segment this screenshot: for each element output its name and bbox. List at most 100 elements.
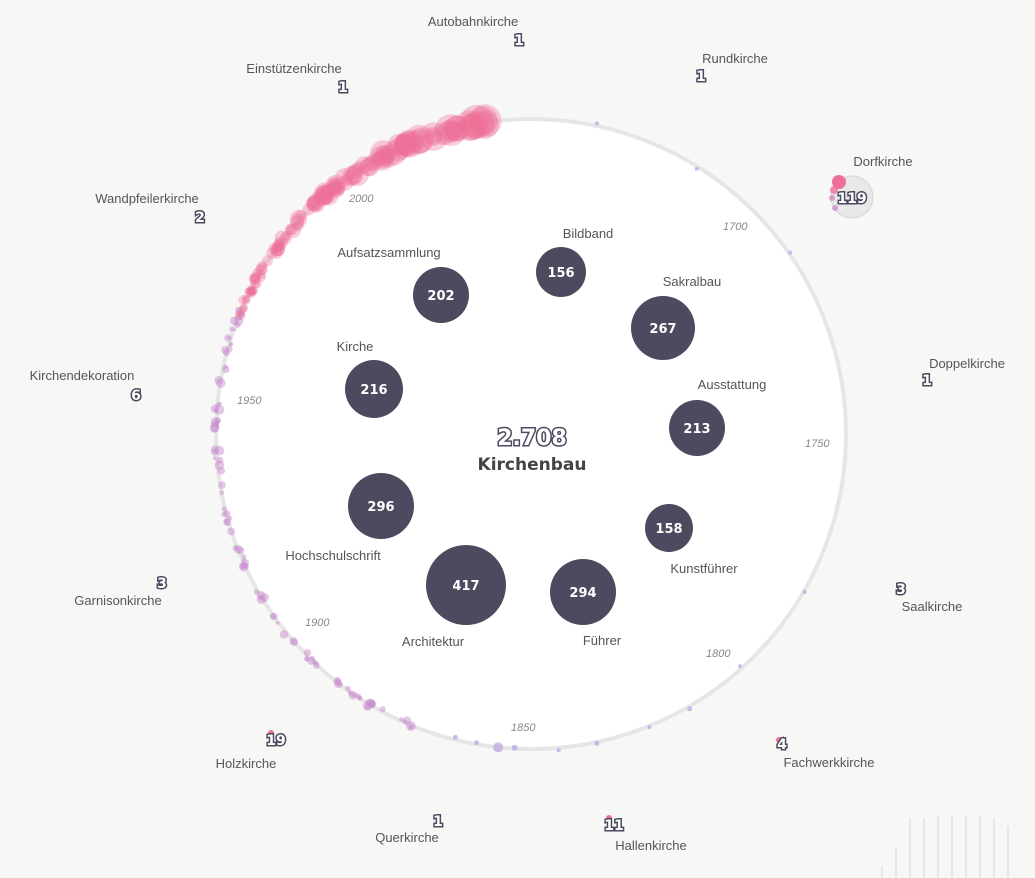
- publication-dot: [438, 119, 462, 143]
- publication-dot: [372, 152, 388, 167]
- topic-architektur[interactable]: 417 Architektur: [402, 545, 506, 649]
- category-count: 3: [896, 582, 906, 598]
- year-1850: 1850: [511, 722, 536, 734]
- category-kirchendekoration[interactable]: Kirchendekoration 6: [30, 368, 143, 406]
- topic-ausstattung[interactable]: 213 Ausstattung: [669, 377, 766, 456]
- category-querkirche[interactable]: 1 Querkirche: [375, 813, 444, 846]
- category-dorfkirche[interactable]: Dorfkirche 119: [829, 154, 913, 219]
- category-wandpfeilerkirche[interactable]: Wandpfeilerkirche 2: [95, 191, 206, 228]
- publication-dot: [315, 184, 336, 205]
- publication-dot: [241, 554, 247, 560]
- publication-dot: [241, 558, 249, 567]
- publication-dot: [318, 186, 339, 206]
- category-label: Querkirche: [375, 830, 439, 845]
- category-fachwerkkirche[interactable]: 4 Fachwerkkirche: [776, 736, 875, 771]
- category-rundkirche[interactable]: Rundkirche 1: [695, 51, 768, 87]
- category-count: 11: [604, 818, 623, 834]
- category-doppelkirche[interactable]: Doppelkirche 1: [921, 356, 1005, 391]
- category-label: Fachwerkkirche: [783, 755, 874, 770]
- publication-dot: [244, 287, 255, 298]
- topic-label: Kirche: [337, 339, 374, 354]
- year-labels: 1700 1750 1800 1850 1900 1950 2000: [237, 193, 830, 734]
- publication-dot: [408, 725, 413, 731]
- category-label: Doppelkirche: [929, 356, 1005, 371]
- publication-dot: [373, 150, 388, 165]
- topic-sakralbau[interactable]: 267 Sakralbau: [631, 274, 721, 360]
- publication-dot: [210, 445, 220, 454]
- publication-dot: [444, 121, 465, 142]
- publication-dot: [229, 341, 234, 347]
- publication-dot: [369, 145, 395, 171]
- publication-dot: [342, 165, 362, 186]
- publication-dot: [335, 168, 353, 187]
- total-count: 2.708: [497, 426, 567, 451]
- publication-dot: [402, 716, 412, 725]
- category-einstuetzenkirche[interactable]: Einstützenkirche 1: [246, 61, 349, 98]
- category-label: Garnisonkirche: [74, 593, 161, 608]
- publication-dot: [461, 111, 489, 139]
- publication-dot: [235, 306, 242, 314]
- topic-kunstfuehrer[interactable]: 158 Kunstführer: [645, 504, 738, 576]
- publication-dot: [355, 156, 373, 174]
- publication-dot: [493, 742, 504, 753]
- timeline-ring: [214, 117, 848, 751]
- category-label: Hallenkirche: [615, 838, 687, 853]
- publication-dot: [379, 148, 395, 164]
- publication-dot: [802, 590, 807, 594]
- publication-dot: [556, 748, 561, 753]
- category-count: 1: [433, 814, 443, 830]
- publication-dot: [393, 139, 410, 155]
- topic-bildband[interactable]: 156 Bildband: [536, 226, 613, 297]
- publication-dot: [306, 195, 323, 213]
- holzkirche-dot: [268, 730, 274, 736]
- publication-dot: [223, 349, 230, 357]
- category-label: Saalkirche: [902, 599, 963, 614]
- category-label: Kirchendekoration: [30, 368, 135, 383]
- topic-hochschulschrift[interactable]: 296 Hochschulschrift: [285, 473, 414, 563]
- publication-dot: [452, 734, 458, 740]
- publication-dot: [246, 287, 257, 298]
- topic-count: 156: [547, 266, 574, 281]
- publication-dot: [242, 294, 251, 304]
- publication-dot: [470, 112, 496, 137]
- category-count: 3: [157, 576, 167, 592]
- publication-dot: [272, 239, 285, 253]
- publication-dot: [468, 104, 502, 138]
- category-garnisonkirche[interactable]: 3 Garnisonkirche: [74, 575, 168, 609]
- publication-dot: [327, 178, 345, 195]
- publication-dots: [210, 104, 807, 753]
- topic-kirche[interactable]: 216 Kirche: [337, 339, 403, 418]
- hallenkirche-dot: [606, 815, 612, 821]
- publication-dot: [224, 518, 229, 523]
- publication-dot: [214, 460, 225, 471]
- topic-count: 202: [427, 289, 454, 304]
- publication-dot: [320, 184, 334, 199]
- publication-dot: [310, 655, 315, 661]
- publication-dot: [249, 278, 260, 289]
- publication-dot: [394, 133, 413, 153]
- publication-dot: [647, 725, 652, 730]
- category-saalkirche[interactable]: 3 Saalkirche: [895, 581, 963, 615]
- publication-dot: [321, 187, 335, 201]
- publication-dot: [334, 679, 342, 686]
- publication-dot: [221, 511, 227, 517]
- category-holzkirche[interactable]: 19 Holzkirche: [216, 730, 287, 771]
- publication-dot: [248, 273, 259, 284]
- publication-dot: [362, 701, 372, 711]
- publication-dot: [218, 481, 226, 489]
- publication-dot: [424, 126, 442, 145]
- category-autobahnkirche[interactable]: Autobahnkirche 1: [428, 14, 526, 51]
- publication-dot: [292, 220, 304, 232]
- publication-dot: [382, 140, 407, 166]
- category-hallenkirche[interactable]: 11 Hallenkirche: [603, 815, 687, 853]
- publication-dot: [270, 247, 283, 259]
- topic-fuehrer[interactable]: 294 Führer: [550, 559, 622, 648]
- publication-dot: [364, 153, 383, 172]
- center-label: Kirchenbau: [478, 455, 587, 475]
- publication-dot: [273, 238, 286, 251]
- year-1950: 1950: [237, 395, 262, 407]
- topic-aufsatzsammlung[interactable]: 202 Aufsatzsammlung: [337, 245, 469, 323]
- publication-dot: [407, 127, 434, 154]
- publication-dot: [394, 134, 412, 153]
- publication-dot: [788, 250, 793, 255]
